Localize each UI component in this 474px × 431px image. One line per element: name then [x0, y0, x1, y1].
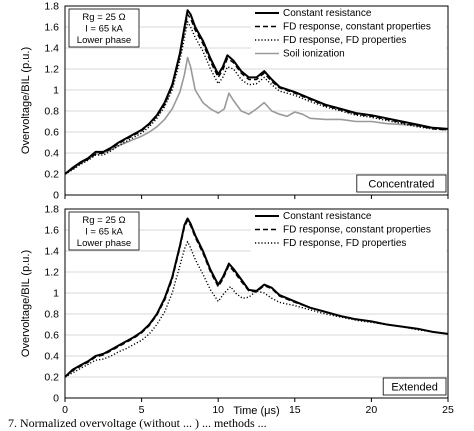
x-axis-label: Time (μs) — [233, 405, 279, 417]
y-tick-label: 1.8 — [44, 204, 59, 216]
y-tick-label: 0 — [53, 393, 59, 405]
y-tick-label: 1.4 — [44, 43, 59, 55]
legend-label: FD response, constant properties — [283, 225, 431, 236]
legend-label: Constant resistance — [283, 8, 372, 19]
y-tick-label: 0.2 — [44, 169, 59, 181]
series-line-1 — [64, 217, 449, 378]
series-line-3 — [64, 240, 449, 378]
legend-label: Constant resistance — [283, 211, 372, 222]
y-tick-label: 1.6 — [44, 22, 59, 34]
y-tick-label: 1.2 — [44, 64, 59, 76]
panel-tag-box — [382, 377, 447, 396]
y-tick-label: 0.6 — [44, 330, 59, 342]
legend-label: Soil ionization — [283, 49, 345, 60]
y-axis-label: Overvoltage/BIL (p.u.) — [20, 250, 32, 357]
y-tick-label: 1 — [53, 85, 59, 97]
plot-frame — [64, 208, 449, 399]
y-tick-label: 1.4 — [44, 246, 59, 258]
y-tick-label: 0.4 — [44, 351, 59, 363]
y-tick-label: 0.2 — [44, 372, 59, 384]
legend-label: FD response, constant properties — [283, 22, 431, 33]
legend-box — [251, 8, 446, 66]
y-tick-label: 0 — [53, 190, 59, 202]
info-box — [68, 211, 140, 251]
x-tick-label: 25 — [442, 404, 454, 416]
y-tick-label: 0.8 — [44, 309, 59, 321]
info-box-line: I = 65 kA — [85, 227, 123, 238]
info-box-line: Rg = 25 Ω — [82, 215, 125, 226]
x-tick-label: 0 — [62, 404, 68, 416]
legend-box — [251, 211, 446, 256]
x-tick-label: 10 — [212, 404, 224, 416]
x-tick-label: 15 — [289, 404, 301, 416]
legend-label: FD response, FD properties — [283, 238, 406, 249]
info-box — [68, 8, 140, 48]
info-box-line: I = 65 kA — [85, 24, 123, 35]
y-axis-label: Overvoltage/BIL (p.u.) — [20, 47, 32, 154]
plot-frame — [64, 5, 449, 196]
y-tick-label: 1.8 — [44, 1, 59, 13]
info-box-line: Lower phase — [77, 238, 131, 249]
y-tick-label: 0.4 — [44, 148, 59, 160]
y-tick-label: 0.6 — [44, 127, 59, 139]
y-tick-label: 1 — [53, 288, 59, 300]
panel-tag-box — [356, 174, 447, 193]
series-line-4 — [64, 56, 449, 175]
y-tick-label: 1.6 — [44, 225, 59, 237]
x-tick-label: 5 — [139, 404, 145, 416]
x-tick-label: 20 — [366, 404, 378, 416]
series-line-3 — [64, 21, 449, 175]
y-tick-label: 1.2 — [44, 267, 59, 279]
legend-label: FD response, FD properties — [283, 35, 406, 46]
info-box-line: Lower phase — [77, 35, 131, 46]
panel-tag: Extended — [391, 382, 437, 394]
y-tick-label: 0.8 — [44, 106, 59, 118]
series-line-2 — [64, 13, 449, 175]
panel-tag: Concentrated — [368, 179, 434, 191]
info-box-line: Rg = 25 Ω — [82, 12, 125, 23]
series-line-1 — [64, 9, 449, 175]
figure-caption: 7. Normalized overvoltage (without ... )… — [8, 416, 267, 430]
